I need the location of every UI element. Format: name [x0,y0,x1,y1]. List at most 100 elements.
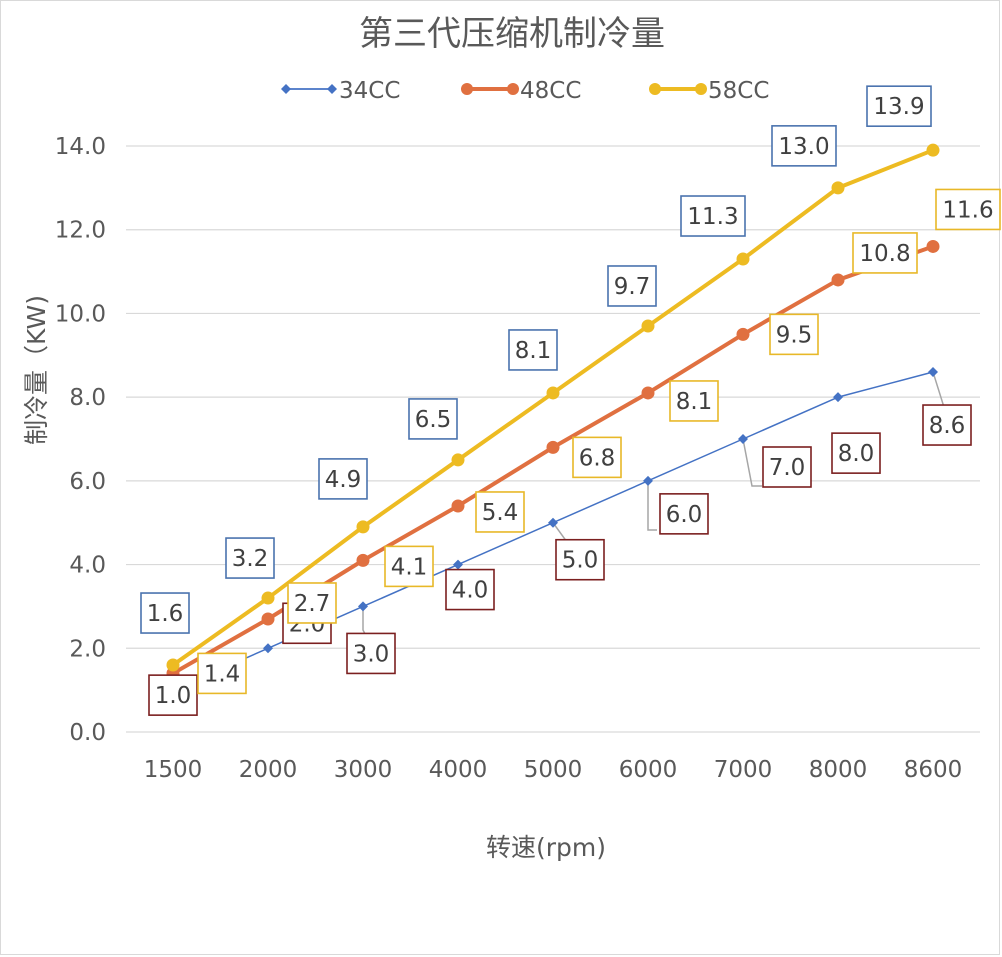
data-label-text: 4.9 [325,467,362,493]
y-tick-label: 6.0 [69,469,106,495]
data-label-box [384,545,434,588]
y-tick-label: 14.0 [55,134,106,160]
y-tick-label: 12.0 [55,218,106,244]
data-label-box [852,232,918,274]
data-label-text: 13.9 [873,94,924,120]
data-label-48CC: 6.8 [572,436,622,479]
data-point-34CC [643,475,653,486]
legend-marker [649,83,661,95]
x-tick-label: 7000 [714,757,773,783]
data-point-34CC [358,601,368,612]
data-label-text: 9.5 [776,322,813,348]
data-point-48CC [926,239,940,253]
data-point-58CC [546,386,560,400]
data-point-48CC [736,327,750,341]
x-tick-label: 6000 [619,757,678,783]
y-tick-label: 2.0 [69,636,106,662]
data-label-48CC: 8.1 [669,380,719,422]
data-label-text: 13.0 [778,134,829,160]
data-label-box [935,188,1001,231]
data-label-34CC: 8.0 [831,432,881,474]
data-label-text: 8.1 [515,338,552,364]
data-point-34CC [263,643,273,654]
data-point-48CC [546,440,560,454]
data-point-34CC [833,392,843,403]
x-tick-label: 8600 [904,757,963,783]
data-label-text: 6.5 [415,407,452,433]
data-point-34CC [928,367,938,378]
x-axis-title: 转速(rpm) [486,833,606,862]
legend-label-58CC: 58CC [708,78,769,104]
data-label-58CC: 6.5 [408,398,458,440]
data-label-box [771,125,837,167]
data-label-box [148,674,198,716]
data-label-48CC: 2.7 [287,582,337,624]
data-point-58CC [261,591,275,605]
data-point-48CC [451,499,465,513]
data-label-box [408,398,458,440]
x-tick-label: 4000 [429,757,488,783]
data-label-box [346,632,396,675]
data-label-text: 4.0 [452,578,489,604]
legend: 34CC 48CC 58CC [281,78,769,104]
data-label-box [762,446,812,488]
data-label-34CC: 4.0 [445,568,495,611]
data-point-34CC [738,434,748,444]
data-label-text: 1.0 [155,683,192,709]
data-label-text: 6.8 [579,445,616,471]
data-label-box [225,537,275,579]
data-label-text: 11.6 [942,197,993,223]
data-point-58CC [926,143,940,157]
leader-line [742,438,762,487]
data-label-box [572,436,622,479]
y-tick-label: 8.0 [69,385,106,411]
data-label-48CC: 11.6 [935,188,1001,231]
data-label-box [659,493,709,535]
data-point-58CC [736,252,750,266]
data-label-box [922,404,972,446]
data-label-text: 3.0 [353,641,390,667]
data-label-58CC: 13.0 [771,125,837,167]
legend-marker [327,84,337,94]
data-label-34CC: 7.0 [762,446,812,488]
x-tick-label: 5000 [524,757,583,783]
x-tick-label: 1500 [144,757,203,783]
data-label-text: 2.7 [294,591,331,617]
data-label-58CC: 8.1 [508,329,558,371]
data-label-48CC: 5.4 [475,491,525,533]
data-label-box [508,329,558,371]
legend-marker [695,83,707,95]
data-label-text: 8.6 [929,413,966,439]
data-label-58CC: 13.9 [866,85,932,127]
data-label-box [866,85,932,127]
data-label-box [769,313,819,356]
data-label-box [475,491,525,533]
data-label-text: 11.3 [687,204,738,230]
data-label-text: 1.6 [147,601,184,627]
data-label-text: 3.2 [232,546,269,572]
data-label-34CC: 8.6 [922,404,972,446]
data-label-34CC: 5.0 [555,538,605,581]
data-point-34CC [453,559,463,570]
y-axis-ticks: 0.0 2.0 4.0 6.0 8.0 10.0 12.0 14.0 [55,134,106,746]
legend-marker [281,84,291,94]
data-label-48CC: 4.1 [384,545,434,588]
data-point-48CC [356,553,370,567]
data-point-58CC [451,453,465,467]
data-label-58CC: 9.7 [607,265,657,307]
data-point-48CC [261,612,275,626]
data-label-58CC: 4.9 [318,458,368,500]
data-label-58CC: 11.3 [680,195,746,237]
data-label-58CC: 1.6 [140,592,190,634]
data-label-58CC: 3.2 [225,537,275,579]
y-tick-label: 10.0 [55,301,106,327]
data-label-text: 6.0 [666,502,703,528]
data-label-34CC: 3.0 [346,632,396,675]
data-label-text: 1.4 [204,661,241,687]
data-label-34CC: 6.0 [659,493,709,535]
x-tick-label: 2000 [239,757,298,783]
data-point-58CC [831,181,845,195]
data-label-box [831,432,881,474]
data-label-box [140,592,190,634]
